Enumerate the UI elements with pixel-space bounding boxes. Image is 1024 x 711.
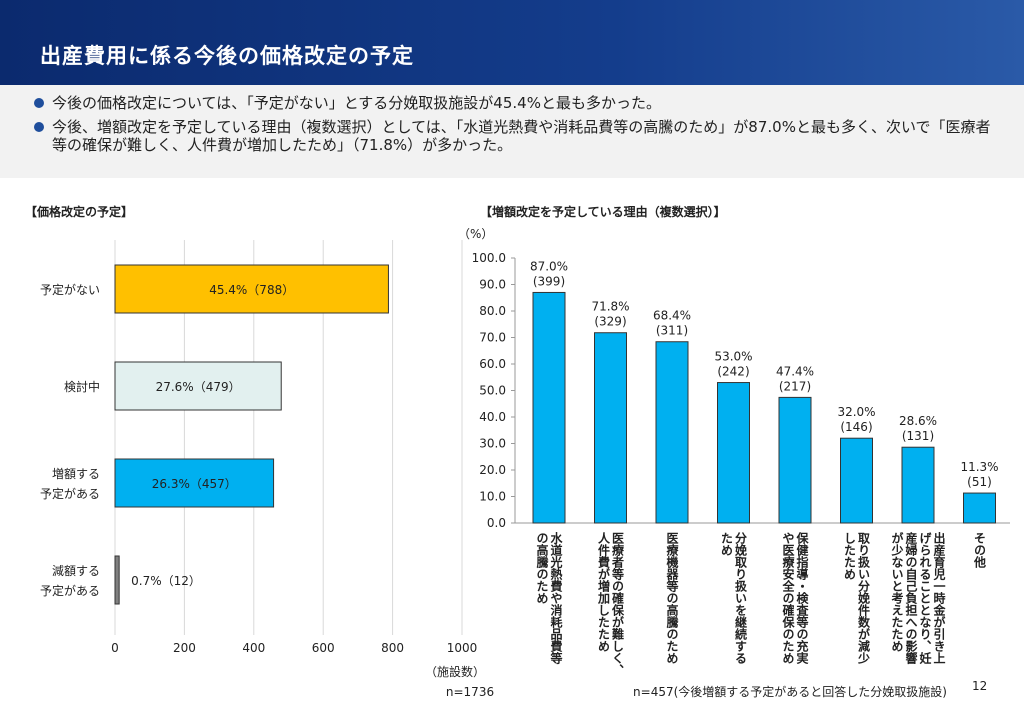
note: n=457(今後増額する予定があると回答した分娩取扱施設) xyxy=(633,684,947,699)
y-tick-label: 20.0 xyxy=(479,463,506,477)
x-tick-label: 200 xyxy=(173,641,196,655)
category-label: 減額する予定がある xyxy=(40,563,100,598)
category-label: 分娩取り扱いを継続するため xyxy=(720,531,748,664)
count-label: (146) xyxy=(840,420,872,434)
x-tick-label: 600 xyxy=(312,641,335,655)
bar xyxy=(655,341,689,524)
count-label: (242) xyxy=(717,365,749,379)
header: 出産費用に係る今後の価格改定の予定 xyxy=(0,0,1024,85)
bullet: 今後の価格改定については、「予定がない」とする分娩取扱施設が45.4%と最も多か… xyxy=(30,94,1000,112)
value-label: 47.4% xyxy=(776,364,814,378)
y-tick-label: 60.0 xyxy=(479,357,506,371)
y-tick-label: 90.0 xyxy=(479,278,506,292)
bar xyxy=(778,396,812,524)
count-label: (311) xyxy=(656,324,688,338)
category-label: 取り扱い分娩件数が減少したため xyxy=(843,532,871,664)
y-tick-label: 70.0 xyxy=(479,331,506,345)
x-tick-label: 1000 xyxy=(447,641,478,655)
y-tick-label: 0.0 xyxy=(487,516,506,530)
bar xyxy=(114,458,275,508)
category-label: 検討中 xyxy=(64,379,100,394)
value-label: 87.0% xyxy=(530,259,568,273)
note: n=1736 xyxy=(446,685,494,699)
bullets: 今後の価格改定については、「予定がない」とする分娩取扱施設が45.4%と最も多か… xyxy=(30,94,1000,160)
y-tick-label: 80.0 xyxy=(479,304,506,318)
category-label: 増額する予定がある xyxy=(40,467,100,501)
value-label: 27.6%（479） xyxy=(156,380,241,394)
value-label: 28.6% xyxy=(899,414,937,428)
value-label: 53.0% xyxy=(714,350,752,364)
title: 出産費用に係る今後の価格改定の予定 xyxy=(40,44,414,68)
bar xyxy=(963,492,996,524)
count-label: (329) xyxy=(594,315,626,329)
y-tick-label: 50.0 xyxy=(479,384,506,398)
bar xyxy=(717,382,750,524)
value-label: 71.8% xyxy=(591,300,629,314)
bar xyxy=(114,264,389,314)
category-label: 医療機器等の高騰のため xyxy=(665,532,679,664)
category-label: 保健指導・検査等の充実や医療安全の確保のため xyxy=(781,531,809,665)
y-tick-label: 10.0 xyxy=(479,490,506,504)
x-axis-label: （施設数） xyxy=(425,664,485,679)
bar xyxy=(840,437,873,524)
count-label: (399) xyxy=(533,274,565,288)
value-label: 45.4%（788） xyxy=(209,283,294,297)
bar xyxy=(532,291,566,524)
bar xyxy=(594,332,627,524)
count-label: (51) xyxy=(967,475,992,489)
value-label: 0.7%（12） xyxy=(131,574,201,588)
value-label: 11.3% xyxy=(960,460,998,474)
category-label: 予定がない xyxy=(40,282,100,297)
chart-title: 【増額改定を予定している理由（複数選択）】 xyxy=(480,204,726,219)
count-label: (217) xyxy=(779,379,811,393)
x-tick-label: 800 xyxy=(381,641,404,655)
page-number: 12 xyxy=(972,679,987,693)
y-tick-label: 100.0 xyxy=(472,251,506,265)
category-label: 水道光熱費や消耗品費等の高騰のため xyxy=(535,531,563,665)
category-label: 出産育児一時金が引き上げられることとなり、妊産婦の自己負担への影響が少ないと考え… xyxy=(890,531,946,665)
bullet-text: 今後の価格改定については、「予定がない」とする分娩取扱施設が45.4%と最も多か… xyxy=(52,94,661,112)
value-label: 26.3%（457） xyxy=(152,477,237,491)
bar xyxy=(901,446,935,524)
x-tick-label: 0 xyxy=(111,641,119,655)
y-tick-label: 40.0 xyxy=(479,410,506,424)
count-label: (131) xyxy=(902,429,934,443)
value-label: 68.4% xyxy=(653,309,691,323)
bullet: 今後、増額改定を予定している理由（複数選択）としては、「水道光熱費や消耗品費等の… xyxy=(30,118,1000,154)
category-label: 医療者等の確保が難しく、人件費が増加したため xyxy=(597,531,625,676)
chart-title: 【価格改定の予定】 xyxy=(25,204,133,219)
bullet-text: 今後、増額改定を予定している理由（複数選択）としては、「水道光熱費や消耗品費等の… xyxy=(52,118,991,154)
x-tick-label: 400 xyxy=(242,641,265,655)
y-axis-label: （%） xyxy=(458,227,493,241)
category-label: その他 xyxy=(973,532,987,569)
bar xyxy=(114,361,282,411)
value-label: 32.0% xyxy=(837,405,875,419)
y-tick-label: 30.0 xyxy=(479,437,506,451)
bar xyxy=(114,555,120,605)
